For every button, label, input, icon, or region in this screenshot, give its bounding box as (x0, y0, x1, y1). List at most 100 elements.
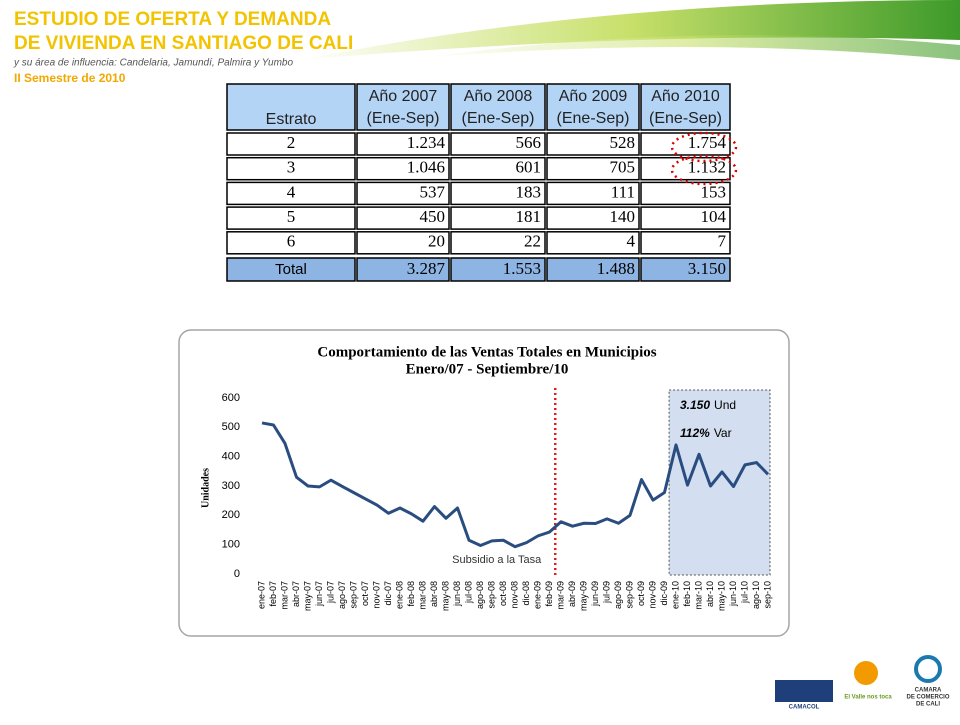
table-header: Año 2009 (559, 88, 628, 105)
table-cell-text: 1.553 (503, 259, 541, 278)
y-tick-label: 100 (222, 539, 240, 551)
table-cell-text: 4 (627, 232, 636, 251)
valle-logo (854, 661, 878, 685)
x-tick-label: may-08 (440, 581, 450, 611)
x-tick-label: abr-10 (705, 581, 715, 607)
table-cell (546, 132, 640, 156)
annotation-unit: Var (714, 426, 732, 440)
table-cell (356, 132, 450, 156)
table-header: Año 2008 (464, 88, 533, 105)
x-tick-label: jul-07 (325, 581, 335, 604)
table-cell (226, 132, 356, 156)
table-cell-text: 4 (287, 182, 296, 201)
table-cell (450, 206, 546, 230)
y-tick-label: 400 (222, 451, 240, 463)
x-tick-label: oct-09 (636, 581, 646, 606)
x-tick-label: jun-09 (590, 581, 600, 607)
y-tick-label: 600 (222, 392, 240, 404)
table-cell-text: 1.046 (407, 158, 445, 177)
table-cell-text: 20 (428, 232, 445, 251)
camacol-logo (775, 680, 833, 702)
highlight-circle (670, 154, 738, 186)
table-cell-text: 6 (287, 232, 296, 251)
logo-text: DE COMERCIO (906, 695, 949, 701)
x-tick-label: feb-10 (682, 581, 692, 607)
x-tick-label: ene-09 (532, 581, 542, 609)
logo-text: El Valle nos toca (844, 695, 892, 701)
table-cell-text: 181 (516, 207, 542, 226)
annotation-unit: Und (714, 398, 736, 412)
table-cell-text: 3.287 (407, 259, 446, 278)
table-cell-text: 1.754 (688, 133, 727, 152)
table-cell (640, 257, 731, 282)
table-cell-text: 450 (420, 207, 446, 226)
table-cell (640, 206, 731, 230)
title: ESTUDIO DE OFERTA Y DEMANDA (14, 9, 331, 30)
table-cell-text: 183 (516, 182, 542, 201)
x-tick-label: ago-10 (751, 581, 761, 609)
table-cell-text: 3.150 (688, 259, 726, 278)
x-tick-label: may-09 (578, 581, 588, 611)
table-cell-text: 5 (287, 207, 296, 226)
table-cell (640, 83, 731, 131)
table-cell-text: 7 (718, 232, 727, 251)
table-cell (450, 181, 546, 206)
x-tick-label: mar-09 (555, 581, 565, 610)
table-cell (546, 181, 640, 206)
table-cell-text: Total (275, 261, 307, 278)
x-tick-label: jul-08 (463, 581, 473, 604)
table-cell (546, 257, 640, 282)
table-cell (640, 156, 731, 181)
table-cell (640, 231, 731, 255)
x-tick-label: may-07 (302, 581, 312, 611)
x-tick-label: nov-09 (647, 581, 657, 609)
table-cell (450, 83, 546, 131)
period: II Semestre de 2010 (14, 71, 126, 85)
table-cell-text: 153 (701, 182, 727, 201)
table-header: (Ene-Sep) (462, 110, 535, 127)
y-tick-label: 300 (222, 480, 240, 492)
chart-frame (178, 329, 790, 637)
highlight-region (668, 389, 771, 576)
x-tick-label: nov-08 (509, 581, 519, 609)
table-cell (226, 257, 356, 282)
table-cell (450, 132, 546, 156)
x-tick-label: jul-10 (739, 581, 749, 604)
table-cell (450, 156, 546, 181)
table-cell (226, 156, 356, 181)
table-cell-text: 3 (287, 158, 296, 177)
table-cell (450, 257, 546, 282)
subtitle: y su área de influencia: Candelaria, Jam… (13, 58, 293, 69)
title: DE VIVIENDA EN SANTIAGO DE CALI (14, 33, 353, 54)
annotation-value: 3.150 (680, 398, 710, 412)
table-cell (546, 231, 640, 255)
x-tick-label: mar-08 (417, 581, 427, 610)
x-tick-label: sep-07 (348, 581, 358, 609)
table-cell (356, 156, 450, 181)
table-cell-text: 1.488 (597, 259, 635, 278)
table-header: (Ene-Sep) (557, 110, 630, 127)
highlight-circle (670, 131, 738, 163)
table-cell (356, 181, 450, 206)
table: Estrato Año 2007 (Ene-Sep) Año 2008 (Ene-Sep… (226, 83, 731, 282)
table-cell (226, 206, 356, 230)
x-tick-label: oct-08 (498, 581, 508, 606)
x-tick-label: jun-07 (314, 581, 324, 607)
table-header: Año 2007 (369, 88, 438, 105)
x-tick-label: feb-07 (268, 581, 278, 607)
chart-subtitle: Enero/07 - Septiembre/10 (406, 361, 569, 377)
table-cell-text: 537 (420, 182, 446, 201)
x-tick-label: sep-09 (624, 581, 634, 609)
x-tick-label: ene-10 (670, 581, 680, 609)
table-cell-text: 1.132 (688, 158, 726, 177)
table-cell-text: 601 (516, 158, 542, 177)
table-cell (546, 83, 640, 131)
x-tick-label: dic-09 (659, 581, 669, 606)
chart-title: Comportamiento de las Ventas Totales en … (317, 344, 656, 360)
header-swoosh (300, 0, 960, 60)
table-cell-text: 2 (287, 133, 296, 152)
table-cell (356, 257, 450, 282)
table-header: (Ene-Sep) (367, 110, 440, 127)
table-header: Año 2010 (651, 88, 720, 105)
